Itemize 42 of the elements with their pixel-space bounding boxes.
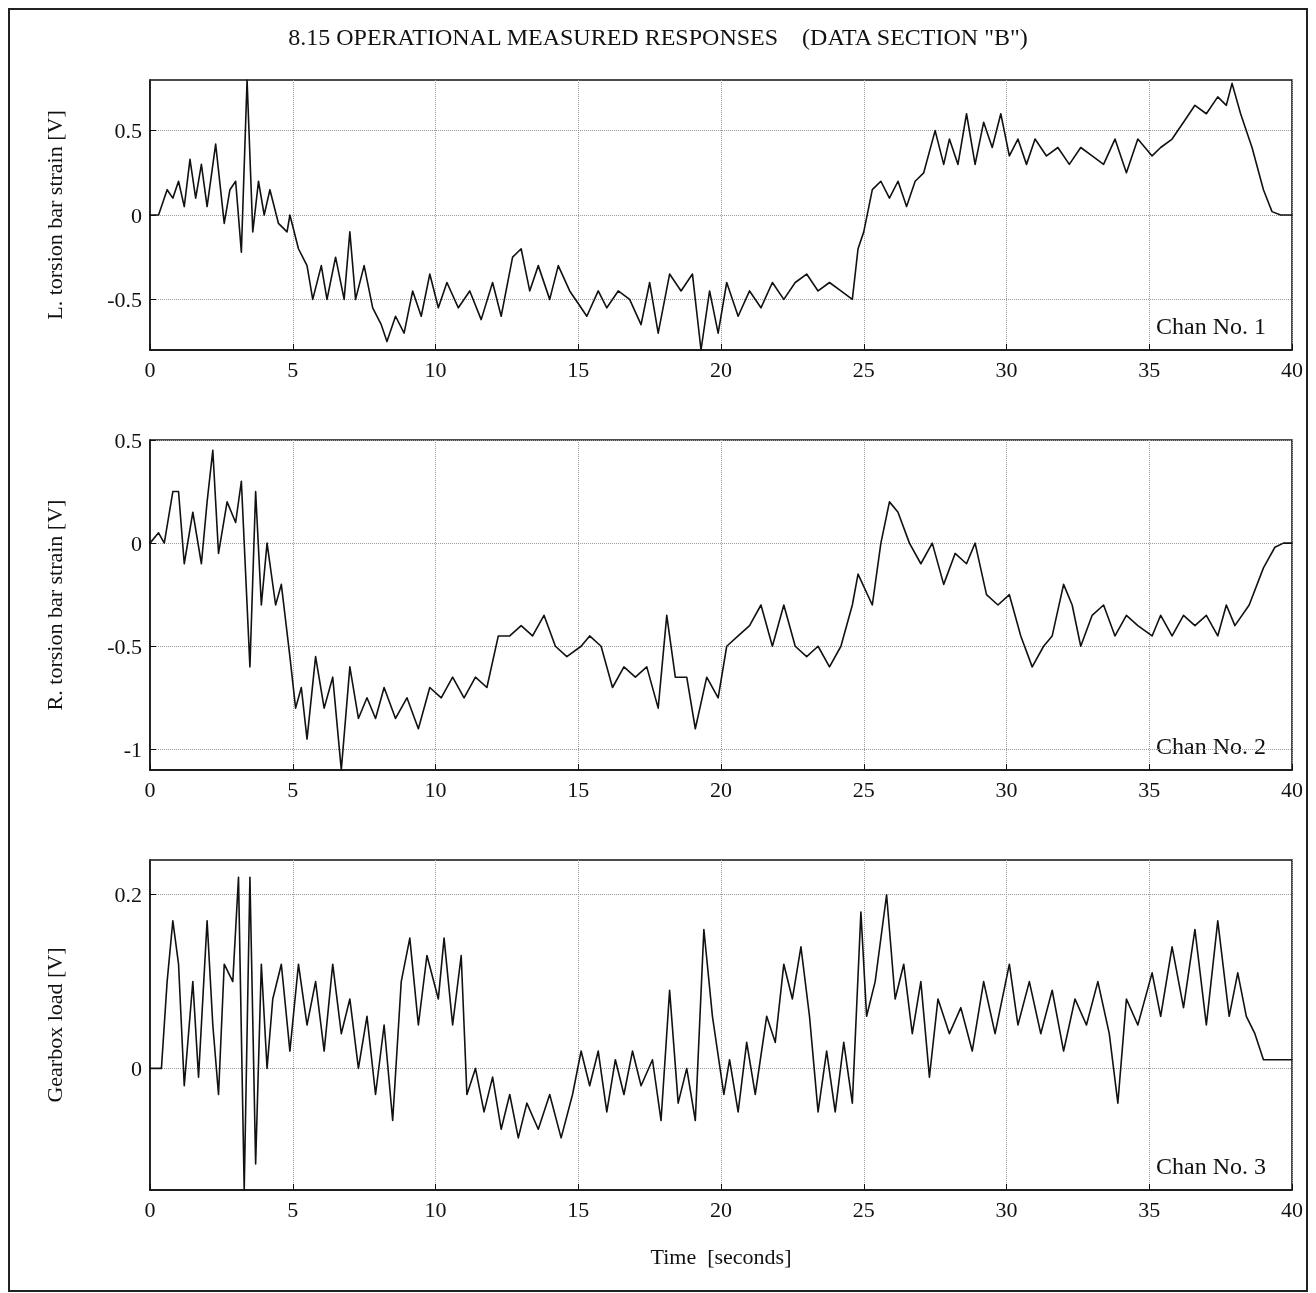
x-tick-label: 20: [710, 776, 732, 802]
chart-title: 8.15 OPERATIONAL MEASURED RESPONSES (DATA SECTION "B"): [288, 24, 1028, 50]
y-axis-title: L. torsion bar strain [V]: [41, 110, 67, 320]
x-tick-label: 25: [852, 356, 875, 382]
x-tick-label: 20: [710, 1196, 732, 1222]
y-tick-label: 0: [131, 1055, 142, 1081]
y-tick-label: -0.5: [107, 286, 142, 312]
y-axis-title: Gearbox load [V]: [41, 947, 67, 1103]
x-tick-label: 30: [995, 1196, 1018, 1222]
x-tick-label: 25: [852, 776, 875, 802]
x-tick-label: 35: [1138, 776, 1161, 802]
x-tick-label: 5: [287, 1196, 299, 1222]
x-axis-title: Time [seconds]: [650, 1243, 792, 1269]
annotation: Chan No. 2: [1156, 733, 1267, 759]
x-tick-label: 10: [424, 1196, 447, 1222]
x-tick-label: 30: [995, 356, 1018, 382]
x-tick-label: 35: [1138, 1196, 1161, 1222]
x-tick-label: 5: [287, 776, 299, 802]
y-tick-label: 0.2: [114, 882, 142, 908]
x-tick-label: 5: [287, 356, 299, 382]
y-tick-label: 0: [131, 530, 142, 556]
y-tick-label: 0.5: [114, 118, 142, 144]
x-tick-label: 35: [1138, 356, 1161, 382]
x-tick-label: 15: [567, 776, 590, 802]
x-tick-label: 10: [424, 356, 447, 382]
y-tick-label: 0.5: [114, 427, 142, 453]
y-tick-label: -1: [123, 736, 142, 762]
y-axis-title: R. torsion bar strain [V]: [41, 499, 67, 711]
annotation: Chan No. 3: [1156, 1153, 1267, 1179]
x-tick-label: 40: [1281, 1196, 1303, 1222]
x-tick-label: 10: [424, 776, 447, 802]
x-tick-label: 15: [567, 1196, 590, 1222]
x-tick-label: 40: [1281, 776, 1303, 802]
y-tick-label: 0: [131, 202, 142, 228]
x-tick-label: 15: [567, 356, 590, 382]
x-tick-label: 20: [710, 356, 732, 382]
annotation: Chan No. 1: [1156, 313, 1267, 339]
x-tick-label: 30: [995, 776, 1018, 802]
y-tick-label: -0.5: [107, 633, 142, 659]
x-tick-label: 40: [1281, 356, 1303, 382]
line-series: [149, 79, 1293, 351]
x-tick-label: 25: [852, 1196, 875, 1222]
